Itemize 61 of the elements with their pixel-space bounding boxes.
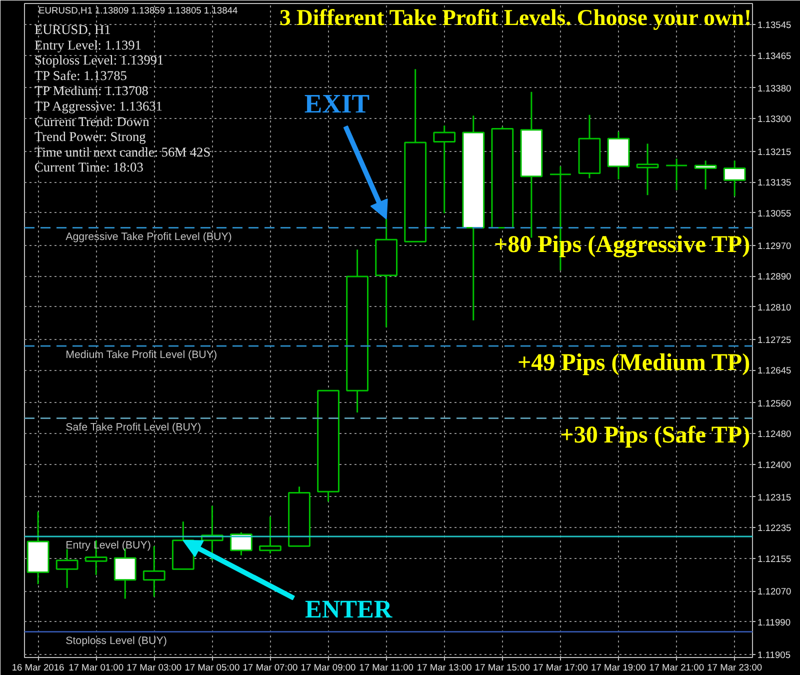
x-tick-label: 17 Mar 21:00 — [649, 662, 704, 672]
y-tick-label: 1.12155 — [758, 554, 792, 564]
y-tick-label: 1.12645 — [758, 366, 792, 376]
y-tick-label: 1.13135 — [758, 178, 792, 188]
y-tick-label: 1.13380 — [758, 83, 792, 94]
annotation: Trend Power: Strong — [34, 129, 146, 144]
y-tick-label: 1.13215 — [758, 146, 792, 157]
y-tick-label: 1.12970 — [758, 240, 792, 251]
annotation: TP Medium: 1.13708 — [34, 83, 149, 98]
y-tick-label: 1.11905 — [758, 650, 791, 660]
candlestick — [665, 158, 688, 191]
y-tick-label: 1.13300 — [758, 114, 792, 124]
y-tick-label: 1.11990 — [758, 617, 791, 628]
x-tick-label: 17 Mar 01:00 — [68, 662, 124, 672]
y-tick-label: 1.13055 — [758, 208, 792, 218]
annotation: ENTER — [304, 595, 393, 624]
annotation: Current Trend: Down — [34, 114, 150, 129]
chart-title: 3 Different Take Profit Levels. Choose your own! — [280, 5, 752, 30]
x-tick-label: 17 Mar 11:00 — [359, 662, 414, 672]
y-tick-label: 1.12560 — [758, 398, 792, 408]
y-tick-label: 1.12810 — [758, 302, 792, 312]
candlestick — [723, 160, 746, 198]
annotation: TP Aggressive: 1.13631 — [34, 98, 162, 114]
x-tick-label: 17 Mar 23:00 — [707, 662, 762, 672]
annotation: +30 Pips (Safe TP) — [560, 422, 750, 448]
x-tick-label: 17 Mar 13:00 — [416, 662, 472, 672]
ref-line-label: Safe Take Profit Level (BUY) — [66, 421, 202, 434]
annotation: +49 Pips (Medium TP) — [517, 350, 750, 376]
annotation: Current Time: 18:03 — [34, 160, 144, 175]
annotation: TP Safe: 1.13785 — [34, 68, 128, 83]
x-tick-label: 17 Mar 03:00 — [126, 662, 182, 672]
x-tick-label: 17 Mar 09:00 — [300, 662, 356, 672]
annotation: Time until next candle: 56M 42S — [34, 144, 211, 160]
y-tick-label: 1.12400 — [758, 460, 792, 470]
candlestick — [694, 160, 717, 190]
x-tick-label: 17 Mar 05:00 — [184, 662, 240, 672]
annotation: EURUSD, H1 — [34, 22, 111, 37]
candlestick — [433, 124, 456, 214]
x-tick-label: 17 Mar 17:00 — [532, 662, 588, 672]
y-tick-label: 1.12315 — [758, 492, 792, 502]
y-tick-label: 1.12890 — [758, 272, 792, 282]
candlestick — [259, 516, 282, 554]
ref-line-label: Medium Take Profit Level (BUY) — [66, 349, 218, 362]
y-tick-label: 1.12070 — [758, 586, 792, 597]
ref-line-label: Stoploss Level (BUY) — [66, 634, 167, 647]
y-tick-label: 1.12235 — [758, 523, 792, 534]
x-tick-label: 16 Mar 2016 — [12, 662, 64, 672]
x-tick-label: 17 Mar 07:00 — [242, 662, 298, 672]
x-tick-label: 17 Mar 15:00 — [474, 662, 530, 672]
annotation: Stoploss Level: 1.13991 — [34, 52, 164, 68]
x-tick-label: 17 Mar 19:00 — [591, 662, 646, 672]
y-tick-label: 1.13545 — [758, 20, 792, 30]
candlestick — [636, 142, 659, 196]
y-tick-label: 1.12480 — [758, 429, 792, 440]
candlestick — [230, 532, 252, 556]
ref-line-label: Aggressive Take Profit Level (BUY) — [66, 230, 232, 243]
annotation: EXIT — [304, 88, 370, 119]
annotation: Entry Level: 1.1391 — [34, 37, 142, 52]
y-tick-label: 1.13465 — [758, 50, 792, 61]
annotation: EURUSD,H1 1.13809 1.13859 1.13805 1.13844 — [38, 6, 238, 16]
y-tick-label: 1.12725 — [758, 335, 792, 346]
